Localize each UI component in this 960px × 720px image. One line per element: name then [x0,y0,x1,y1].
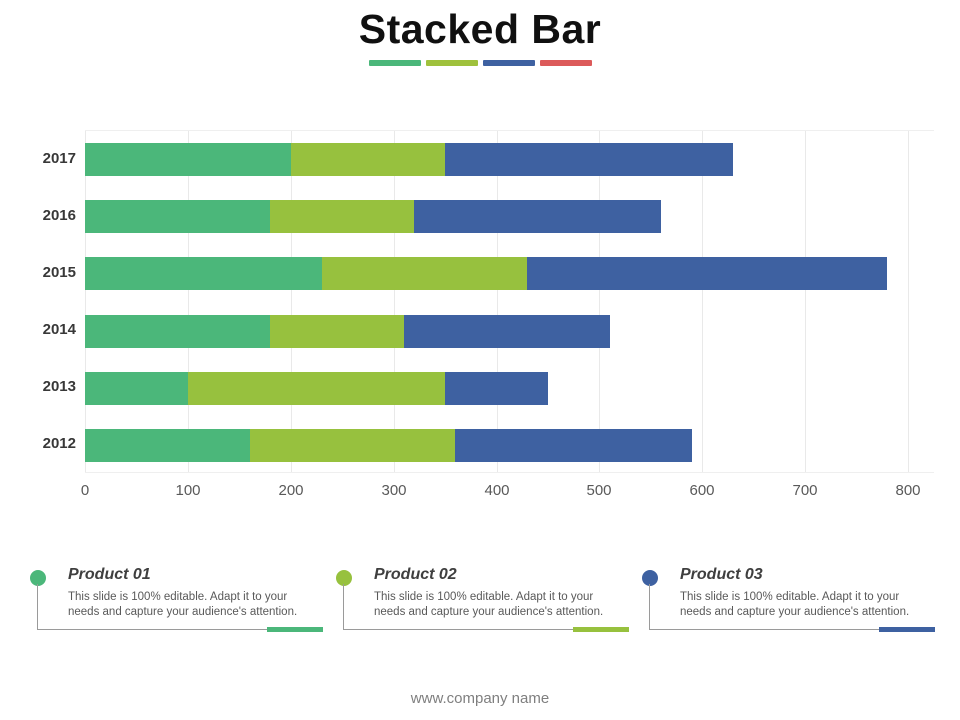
x-tick-label: 500 [586,482,612,499]
gridline [599,131,600,472]
stacked-bar-2016 [85,200,662,233]
bar-segment [445,372,548,405]
y-axis-label: 2015 [42,264,76,281]
bar-segment [270,315,404,348]
legend-label: Product 02 [374,566,457,583]
legend-underline [343,629,629,630]
bar-segment [85,315,271,348]
bar-segment [85,372,188,405]
gridline [497,131,498,472]
legend-label: Product 03 [680,566,763,583]
bar-segment [85,200,271,233]
legend-item-product-03: Product 03 This slide is 100% editable. … [642,566,935,634]
legend-bullet [642,570,658,586]
gridline [702,131,703,472]
x-tick-label: 100 [175,482,201,499]
bar-segment [85,257,322,290]
title-underline-dash [482,60,535,66]
bar-segment [270,200,415,233]
company-name-footer: www.company name [410,690,550,707]
bar-segment [187,372,446,405]
gridline [188,131,189,472]
gridline [85,131,86,472]
legend-connector-line [343,584,344,630]
plot-area [85,130,934,473]
x-tick-label: 800 [895,482,921,499]
y-axis-label: 2014 [42,321,76,338]
bar-segment [414,200,662,233]
bar-segment [527,257,888,290]
x-tick-label: 200 [278,482,304,499]
x-tick-label: 700 [792,482,818,499]
legend-item-product-01: Product 01 This slide is 100% editable. … [30,566,323,634]
stacked-bar-2015 [85,257,888,290]
legend-label: Product 01 [68,566,151,583]
bar-segment [321,257,528,290]
legend-description: This slide is 100% editable. Adapt it to… [68,591,298,619]
legend-description: This slide is 100% editable. Adapt it to… [680,591,910,619]
title-underline-dash [539,60,592,66]
title-underline-dash [368,60,421,66]
x-tick-label: 300 [381,482,407,499]
legend-accent-bar [267,627,323,632]
y-axis-label: 2013 [42,378,76,395]
gridline [394,131,395,472]
legend-bullet [336,570,352,586]
stacked-bar-2017 [85,143,734,176]
legend-underline [37,629,323,630]
gridline [805,131,806,472]
legend-connector-line [37,584,38,630]
legend-bullet [30,570,46,586]
bar-segment [85,143,291,176]
title-underline [0,60,960,66]
x-tick-label: 400 [484,482,510,499]
gridline [908,131,909,472]
gridline [291,131,292,472]
legend-accent-bar [879,627,935,632]
legend-description: This slide is 100% editable. Adapt it to… [374,591,604,619]
stacked-bar-2012 [85,429,692,462]
bar-segment [85,429,250,462]
title-underline-dash [425,60,478,66]
y-axis-label: 2016 [42,207,76,224]
stacked-bar-2013 [85,372,548,405]
y-axis-label: 2012 [42,435,76,452]
bar-segment [403,315,610,348]
bar-segment [445,143,734,176]
bar-segment [455,429,692,462]
page-title: Stacked Bar [358,6,602,52]
legend-underline [649,629,935,630]
bar-segment [249,429,456,462]
legend-accent-bar [573,627,629,632]
bar-segment [290,143,446,176]
x-tick-label: 600 [689,482,715,499]
legend-item-product-02: Product 02 This slide is 100% editable. … [336,566,629,634]
stacked-bar-2014 [85,315,610,348]
legend-connector-line [649,584,650,630]
x-tick-label: 0 [80,482,90,499]
y-axis-label: 2017 [42,150,76,167]
